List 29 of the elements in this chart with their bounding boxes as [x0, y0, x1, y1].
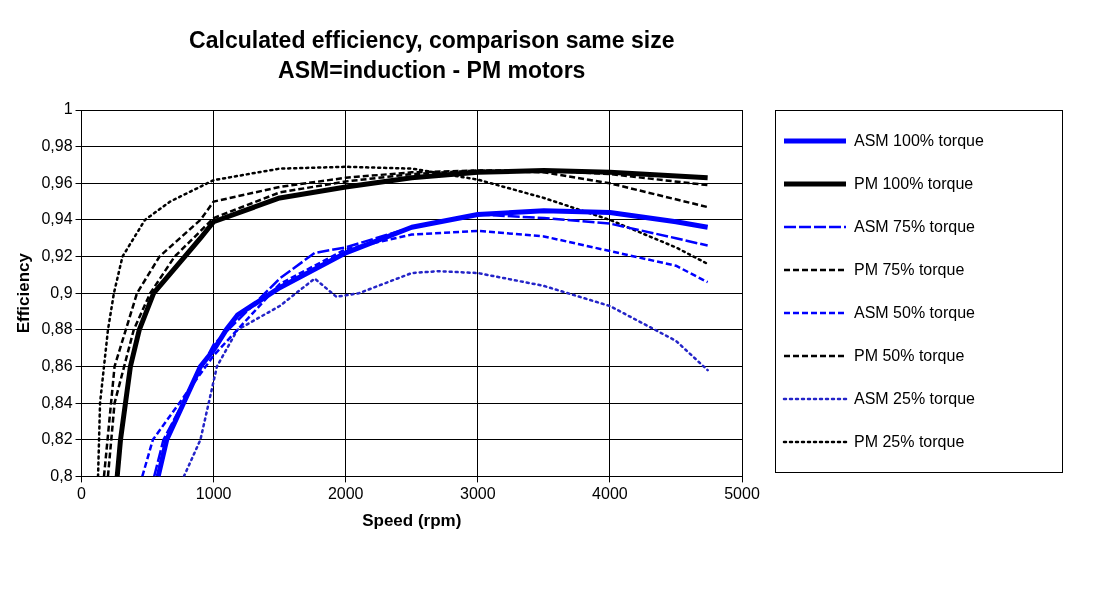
x-axis-title: Speed (rpm) [362, 511, 462, 531]
y-tick-label: 0,86 [41, 356, 73, 374]
x-tick-label: 3000 [460, 485, 496, 503]
x-tick-label: 0 [77, 485, 87, 503]
x-tick-label: 5000 [724, 485, 760, 503]
line-series [182, 269, 709, 477]
x-tick-label: 2000 [327, 485, 364, 503]
x-tick-label: 1000 [195, 485, 232, 503]
y-tick-label: 0,92 [41, 246, 73, 264]
legend-label: ASM 25% torque [854, 390, 975, 409]
y-axis-title: Efficiency [13, 252, 33, 334]
y-tick-label: 0,96 [41, 173, 73, 191]
y-tick-label: 0,84 [41, 393, 73, 411]
y-tick-label: 0,88 [41, 320, 73, 338]
legend-label: PM 100% torque [854, 174, 974, 193]
y-tick-label: 0,94 [41, 210, 73, 228]
legend-label: ASM 50% torque [854, 304, 975, 323]
y-tick-label: 0,9 [50, 283, 73, 301]
chart-title: Calculated efficiency, comparison same size ASM=induction - PM motors [189, 27, 675, 84]
legend-label: PM 50% torque [854, 347, 965, 366]
legend-label: PM 75% torque [854, 260, 965, 279]
legend-label: ASM 75% torque [854, 217, 975, 236]
y-tick-label: 1 [63, 100, 73, 118]
y-tick-label: 0,8 [50, 466, 73, 484]
legend-label: ASM 100% torque [854, 131, 984, 150]
y-tick-label: 0,98 [41, 137, 73, 155]
legend-label: PM 25% torque [854, 433, 965, 452]
y-tick-label: 0,82 [41, 430, 73, 448]
x-tick-label: 4000 [592, 485, 628, 503]
